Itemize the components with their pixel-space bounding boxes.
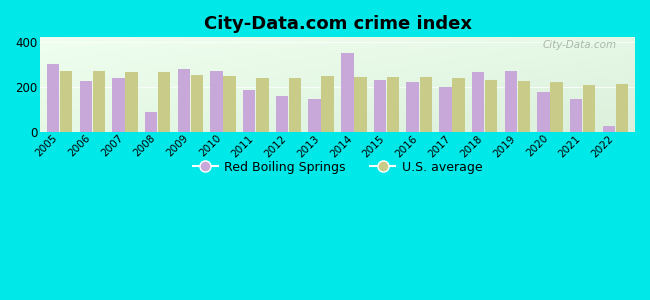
Bar bbox=[289, 78, 301, 132]
Bar bbox=[47, 64, 59, 132]
Bar bbox=[158, 72, 170, 132]
Bar bbox=[603, 126, 615, 132]
Bar bbox=[125, 72, 138, 132]
Bar bbox=[341, 53, 354, 132]
Bar bbox=[387, 77, 399, 132]
Bar bbox=[322, 76, 334, 132]
Bar bbox=[551, 82, 563, 132]
Text: City-Data.com: City-Data.com bbox=[543, 40, 617, 50]
Bar bbox=[517, 81, 530, 132]
Bar bbox=[570, 99, 582, 132]
Bar bbox=[583, 85, 595, 132]
Bar bbox=[190, 75, 203, 132]
Bar bbox=[406, 82, 419, 132]
Bar bbox=[211, 71, 223, 132]
Bar bbox=[504, 71, 517, 132]
Bar bbox=[243, 90, 255, 132]
Bar bbox=[354, 77, 367, 132]
Bar bbox=[112, 78, 125, 132]
Bar bbox=[224, 76, 236, 132]
Bar bbox=[419, 77, 432, 132]
Bar bbox=[145, 112, 157, 132]
Bar bbox=[374, 80, 386, 132]
Bar bbox=[60, 71, 72, 132]
Bar bbox=[308, 99, 321, 132]
Bar bbox=[276, 96, 288, 132]
Bar bbox=[452, 78, 465, 132]
Bar bbox=[538, 92, 550, 132]
Bar bbox=[93, 71, 105, 132]
Bar bbox=[485, 80, 497, 132]
Bar bbox=[177, 69, 190, 132]
Bar bbox=[616, 84, 628, 132]
Legend: Red Boiling Springs, U.S. average: Red Boiling Springs, U.S. average bbox=[188, 156, 488, 178]
Bar bbox=[472, 72, 484, 132]
Bar bbox=[256, 78, 268, 132]
Bar bbox=[439, 87, 452, 132]
Title: City-Data.com crime index: City-Data.com crime index bbox=[203, 15, 471, 33]
Bar bbox=[79, 81, 92, 132]
